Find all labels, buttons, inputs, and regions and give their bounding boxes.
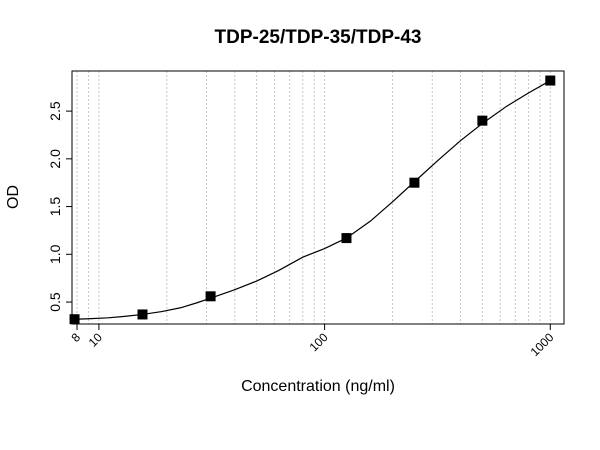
data-point (341, 233, 352, 244)
x-tick-label: 10 (86, 330, 106, 350)
data-point (409, 177, 420, 188)
chart-title: TDP-25/TDP-35/TDP-43 (215, 27, 422, 48)
x-axis-title: Concentration (ng/ml) (241, 378, 395, 395)
grid (76, 71, 551, 324)
data-point (69, 314, 80, 325)
data-point (477, 115, 488, 126)
x-tick-label: 8 (69, 330, 84, 345)
data-point (545, 75, 556, 86)
data-point (137, 309, 148, 320)
y-tick-label: 0.5 (47, 292, 63, 312)
plot-frame (71, 70, 565, 325)
y-tick-label: 1.5 (47, 197, 63, 217)
y-axis: 0.5 1.0 1.5 2.0 2.5 (47, 101, 72, 312)
x-tick-label: 100 (307, 330, 331, 354)
x-axis: 8 10 100 1000 (69, 324, 557, 359)
y-tick-label: 2.5 (47, 101, 63, 121)
data-points (69, 75, 556, 325)
y-tick-label: 2.0 (47, 149, 63, 169)
y-axis-title: OD (5, 185, 22, 209)
y-tick-label: 1.0 (47, 244, 63, 264)
x-tick-label: 1000 (528, 330, 557, 359)
data-point (205, 291, 216, 302)
